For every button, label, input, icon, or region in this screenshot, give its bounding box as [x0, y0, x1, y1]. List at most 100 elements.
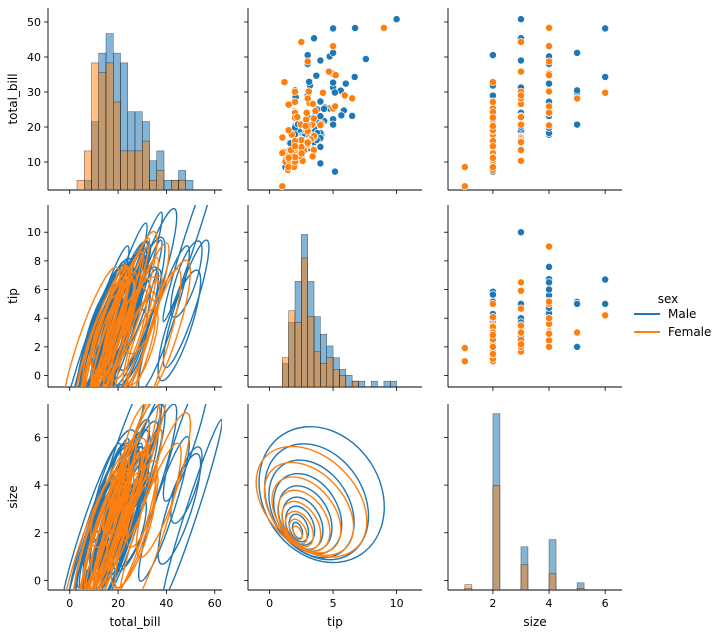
hist-bar-female — [134, 150, 143, 190]
scatter-point-female — [517, 38, 525, 46]
x-tick-label: 4 — [546, 597, 553, 610]
kde-contour-male — [157, 269, 202, 382]
kde-contour-male — [263, 443, 370, 561]
scatter-point-female — [291, 87, 299, 96]
scatter-point-male — [601, 24, 610, 33]
x-tick-label: 0 — [266, 597, 273, 610]
scatter-point-female — [340, 91, 349, 100]
panel-total_bill-vs-tip — [244, 8, 422, 194]
scatter-point-male — [488, 51, 497, 60]
scatter-total_bill-vs-tip — [278, 15, 401, 190]
scatter-point-female — [309, 146, 318, 154]
hist-bar-female — [156, 170, 165, 190]
scatter-point-male — [545, 285, 553, 294]
y-axis-label: total_bill — [6, 73, 20, 124]
hist-bar-male — [163, 179, 172, 190]
scatter-point-female — [302, 108, 311, 117]
scatter-point-male — [329, 78, 338, 87]
scatter-point-male — [488, 290, 497, 299]
scatter-point-female — [318, 88, 327, 97]
scatter-point-female — [517, 146, 525, 154]
scatter-point-male — [329, 24, 338, 33]
hist-bar-female — [98, 72, 107, 190]
panel-tip-vs-size — [444, 205, 622, 391]
scatter-point-male — [329, 120, 338, 129]
scatter-point-male — [573, 120, 582, 129]
scatter-tip-vs-size — [460, 228, 610, 366]
hist-bar-female — [171, 179, 179, 190]
kde-contour-female — [88, 244, 150, 387]
kde-contour-female — [78, 266, 130, 387]
hist-bar-female — [351, 380, 359, 387]
kde-contour-female — [87, 250, 143, 387]
scatter-point-female — [303, 138, 312, 147]
scatter-point-female — [284, 126, 293, 135]
scatter-point-female — [517, 91, 525, 100]
kde-contour-female — [122, 404, 161, 477]
scatter-point-female — [329, 42, 338, 51]
scatter-point-female — [545, 42, 553, 51]
x-tick-label: 20 — [111, 597, 125, 610]
scatter-point-female — [545, 297, 553, 306]
hist-bar-female — [105, 62, 114, 190]
legend-title: sex — [658, 292, 679, 306]
kde-tip-vs-total_bill — [59, 205, 222, 387]
hist-bar-female — [313, 351, 321, 387]
scatter-point-female — [284, 153, 293, 162]
panel-size-vs-total_bill: 0 20 40 60 0 2 4 6 — [34, 404, 222, 610]
y-tick-label: 10 — [27, 156, 41, 169]
scatter-point-male — [601, 275, 610, 284]
scatter-point-female — [316, 121, 325, 130]
scatter-point-male — [545, 262, 553, 271]
scatter-point-female — [324, 67, 333, 76]
scatter-point-female — [545, 71, 553, 80]
scatter-point-male — [316, 56, 325, 65]
kde-contour-female — [87, 451, 143, 590]
scatter-point-female — [517, 304, 525, 313]
scatter-point-female — [517, 278, 525, 287]
hist-bar-male — [345, 375, 353, 387]
y-tick-label: 2 — [34, 527, 41, 540]
scatter-point-male — [330, 88, 339, 97]
hist-bar-male — [358, 380, 366, 387]
hist-bar-female — [76, 179, 85, 190]
scatter-point-male — [331, 167, 339, 176]
hist-bar-female — [548, 573, 557, 590]
kde-contour-female — [292, 525, 303, 541]
scatter-point-male — [601, 299, 610, 308]
hist-bar-female — [464, 584, 473, 590]
hist-bar-female — [282, 357, 289, 387]
y-tick-label: 10 — [27, 226, 41, 239]
y-tick-label: 8 — [34, 255, 41, 268]
scatter-point-male — [601, 72, 610, 81]
scatter-point-female — [488, 122, 497, 131]
scatter-point-female — [545, 342, 553, 351]
hist-bar-female — [326, 357, 334, 387]
scatter-point-male — [316, 97, 325, 106]
x-tick-label: 2 — [489, 597, 496, 610]
hist-bar-female — [120, 150, 128, 190]
scatter-point-female — [517, 113, 525, 122]
scatter-point-female — [517, 156, 525, 165]
scatter-point-female — [379, 23, 388, 32]
hist-bar-male — [370, 380, 378, 387]
kde-contour-male — [284, 505, 316, 546]
x-tick-label: 6 — [602, 597, 609, 610]
hist-bar-male — [389, 380, 397, 387]
scatter-point-female — [297, 149, 306, 158]
kde-contour-male — [157, 452, 202, 565]
scatter-point-male — [573, 48, 582, 57]
y-tick-label: 0 — [34, 370, 41, 383]
kde-contour-male — [162, 404, 210, 502]
kde-contour-female — [255, 445, 368, 558]
scatter-point-male — [312, 71, 321, 80]
x-tick-label: 60 — [208, 597, 222, 610]
y-tick-label: 30 — [27, 86, 41, 99]
x-axis-label: tip — [327, 615, 343, 629]
scatter-point-female — [488, 163, 497, 172]
kde-contour-male — [162, 205, 222, 323]
scatter-point-female — [278, 148, 287, 157]
scatter-point-female — [303, 94, 312, 103]
